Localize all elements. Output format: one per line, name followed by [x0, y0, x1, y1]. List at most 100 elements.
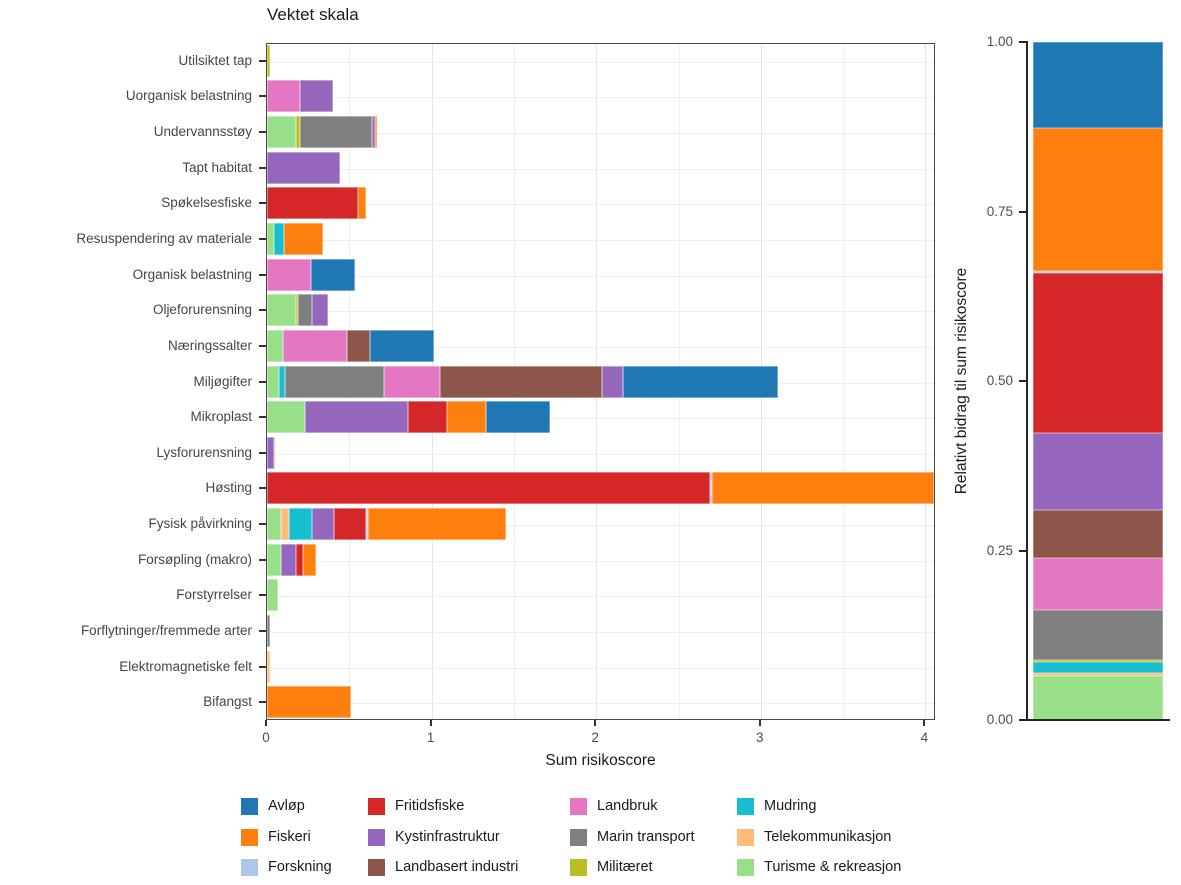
y-axis-tick: [259, 95, 266, 98]
gridline-minor-vertical: [843, 44, 845, 719]
legend-key-swatch: [737, 828, 754, 846]
bar-row: [267, 294, 934, 327]
bar-row: [267, 614, 934, 647]
y-axis-tick: [259, 344, 266, 347]
bar-row: [267, 222, 934, 255]
relative-bar-segment: [1033, 433, 1163, 510]
bar-segment: [299, 80, 333, 113]
category-label: Forsøpling (makro): [137, 551, 252, 567]
bar-segment: [365, 508, 368, 541]
bar-row: [267, 329, 934, 362]
category-label: Uorganisk belastning: [125, 88, 252, 104]
category-label: Oljeforurensning: [152, 302, 252, 318]
category-label: Lysforurensning: [156, 444, 252, 460]
relative-bar-segment: [1033, 509, 1163, 559]
relative-bar-segment: [1033, 271, 1163, 273]
category-label: Næringssalter: [167, 337, 252, 353]
relative-bar-segment: [1033, 672, 1163, 676]
legend-label: Telekommunikasjon: [764, 828, 892, 845]
relative-bar-segment: [1033, 610, 1163, 660]
bar-segment: [295, 294, 298, 327]
relative-bar-segment: [1033, 272, 1163, 434]
category-label: Spøkelsesfiske: [161, 195, 252, 211]
y-axis-tick: [259, 701, 266, 704]
bar-segment: [285, 365, 384, 398]
gridline-horizontal: [267, 97, 934, 99]
bar-segment: [267, 294, 296, 327]
y-axis-tick: [259, 523, 266, 526]
category-label: Bifangst: [203, 694, 252, 710]
x-axis-tick-label: 0: [262, 730, 270, 745]
category-label: Elektromagnetiske felt: [119, 658, 252, 674]
right-panel-y-axis-line: [1026, 41, 1028, 721]
legend-label: Mudring: [764, 798, 817, 814]
bar-segment: [267, 543, 281, 576]
bar-segment: [304, 401, 408, 434]
bar-row: [267, 116, 934, 149]
right-y-axis-tick: [1019, 719, 1027, 721]
relative-bar-segment: [1033, 42, 1163, 128]
bar-row: [267, 80, 934, 113]
gridline-horizontal: [267, 239, 934, 241]
bar-row: [267, 472, 934, 505]
main-plot-panel: [266, 43, 935, 720]
y-axis-tick: [259, 558, 266, 561]
right-y-axis-tick: [1019, 210, 1027, 213]
bar-row: [267, 365, 934, 398]
legend-key-swatch: [570, 798, 587, 815]
bar-segment: [311, 294, 329, 327]
bar-row: [267, 258, 934, 291]
x-axis-tick: [758, 720, 761, 726]
category-label: Tapt habitat: [182, 159, 252, 175]
right-y-axis-tick: [1019, 549, 1027, 552]
bar-segment: [439, 365, 602, 398]
right-y-axis-tick-label: 0.25: [986, 542, 1013, 558]
bar-segment: [273, 436, 276, 469]
gridline-horizontal: [267, 346, 934, 348]
bar-segment: [267, 222, 274, 255]
legend-label: Marin transport: [597, 828, 695, 845]
category-label: Forflytninger/fremmede arter: [80, 622, 252, 638]
bar-segment: [267, 650, 271, 683]
category-label: Forstyrrelser: [176, 587, 252, 603]
legend-key-swatch: [570, 859, 587, 876]
relative-bar-segment: [1033, 558, 1163, 611]
bar-row: [267, 508, 934, 541]
bar-row: [267, 151, 934, 184]
relative-bar-segment: [1033, 662, 1163, 673]
bar-row: [267, 187, 934, 220]
y-axis-tick: [259, 594, 266, 597]
bar-segment: [447, 401, 486, 434]
bar-segment: [485, 401, 551, 434]
y-axis-tick: [259, 380, 266, 383]
gridline-horizontal: [267, 418, 934, 420]
gridline-horizontal: [267, 560, 934, 562]
category-label: Fysisk påvirkning: [148, 516, 252, 532]
x-axis-tick-label: 1: [426, 730, 435, 745]
bar-segment: [622, 365, 779, 398]
y-axis-tick: [259, 273, 266, 276]
x-axis-tick: [923, 720, 926, 726]
gridline-horizontal: [267, 703, 934, 705]
bar-row: [267, 436, 934, 469]
legend-label: Kystinfrastruktur: [395, 828, 500, 845]
bar-segment: [267, 472, 710, 505]
category-label: Mikroplast: [190, 409, 252, 425]
bar-segment: [367, 508, 506, 541]
bar-segment: [312, 508, 335, 541]
x-axis-tick: [429, 720, 432, 726]
right-y-axis-tick-label: 0.75: [986, 203, 1013, 219]
right-panel-x-axis-line: [1026, 719, 1170, 721]
relative-bar-segment: [1033, 127, 1163, 272]
y-axis-tick: [259, 59, 266, 62]
gridline-horizontal: [267, 525, 934, 527]
bar-segment: [299, 116, 373, 149]
y-axis-tick: [259, 309, 266, 312]
gridline-horizontal: [267, 631, 934, 633]
legend-key-swatch: [368, 798, 385, 815]
x-axis-tick-label: 4: [920, 730, 929, 745]
bar-row: [267, 543, 934, 576]
bar-segment: [267, 614, 271, 647]
category-label: Høsting: [205, 480, 252, 496]
bar-segment: [383, 365, 440, 398]
